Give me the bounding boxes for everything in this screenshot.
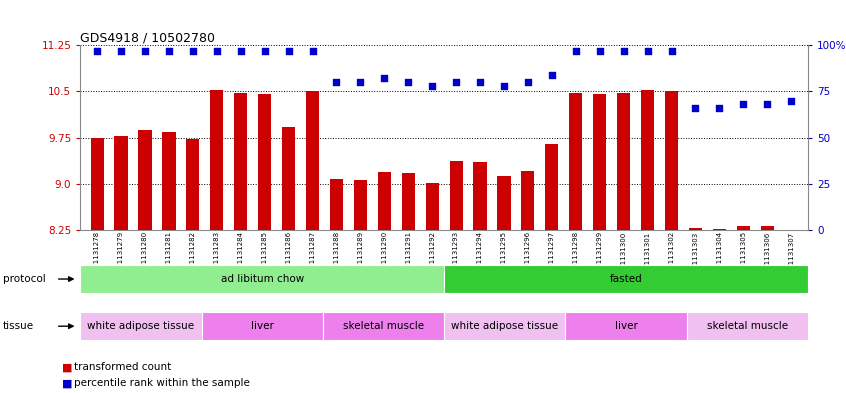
- Bar: [713, 229, 726, 230]
- Point: [377, 75, 391, 82]
- Bar: [593, 94, 607, 230]
- Bar: [201, 312, 323, 340]
- Point: [210, 48, 223, 54]
- Bar: [689, 228, 702, 230]
- Text: percentile rank within the sample: percentile rank within the sample: [74, 378, 250, 388]
- Point: [497, 83, 511, 89]
- Bar: [474, 162, 486, 230]
- Point: [689, 105, 702, 111]
- Bar: [687, 312, 808, 340]
- Bar: [426, 183, 439, 230]
- Point: [305, 48, 319, 54]
- Point: [593, 48, 607, 54]
- Bar: [114, 136, 128, 230]
- Bar: [234, 93, 247, 230]
- Bar: [641, 90, 654, 230]
- Bar: [569, 93, 582, 230]
- Point: [282, 48, 295, 54]
- Bar: [377, 172, 391, 230]
- Point: [162, 48, 176, 54]
- Text: ■: ■: [62, 362, 72, 373]
- Point: [521, 79, 535, 85]
- Point: [91, 48, 104, 54]
- Point: [665, 48, 678, 54]
- Point: [258, 48, 272, 54]
- Bar: [258, 94, 272, 230]
- Bar: [665, 91, 678, 230]
- Point: [761, 101, 774, 107]
- Point: [426, 83, 439, 89]
- Point: [784, 97, 798, 104]
- Point: [569, 48, 583, 54]
- Text: tissue: tissue: [3, 321, 34, 331]
- Bar: [546, 144, 558, 230]
- Bar: [80, 312, 201, 340]
- Point: [449, 79, 463, 85]
- Bar: [354, 180, 367, 230]
- Bar: [617, 93, 630, 230]
- Point: [473, 79, 486, 85]
- Text: liver: liver: [614, 321, 638, 331]
- Bar: [521, 171, 535, 230]
- Bar: [330, 180, 343, 230]
- Text: white adipose tissue: white adipose tissue: [451, 321, 558, 331]
- Point: [114, 48, 128, 54]
- Bar: [210, 90, 223, 230]
- Point: [712, 105, 726, 111]
- Bar: [497, 176, 511, 230]
- Text: transformed count: transformed count: [74, 362, 172, 373]
- Bar: [162, 132, 175, 230]
- Text: ■: ■: [62, 378, 72, 388]
- Bar: [91, 138, 104, 230]
- Text: fasted: fasted: [610, 274, 642, 284]
- Text: liver: liver: [250, 321, 274, 331]
- Bar: [186, 140, 200, 230]
- Point: [234, 48, 248, 54]
- Point: [330, 79, 343, 85]
- Text: skeletal muscle: skeletal muscle: [706, 321, 788, 331]
- Point: [402, 79, 415, 85]
- Bar: [444, 312, 565, 340]
- Point: [737, 101, 750, 107]
- Point: [617, 48, 630, 54]
- Bar: [139, 130, 151, 230]
- Bar: [306, 91, 319, 230]
- Text: skeletal muscle: skeletal muscle: [343, 321, 424, 331]
- Text: ad libitum chow: ad libitum chow: [221, 274, 304, 284]
- Bar: [737, 226, 750, 230]
- Bar: [565, 312, 687, 340]
- Bar: [444, 265, 808, 293]
- Text: white adipose tissue: white adipose tissue: [87, 321, 195, 331]
- Bar: [402, 173, 415, 230]
- Text: protocol: protocol: [3, 274, 46, 284]
- Bar: [449, 161, 463, 230]
- Bar: [80, 265, 444, 293]
- Bar: [282, 127, 295, 230]
- Point: [545, 72, 558, 78]
- Point: [640, 48, 654, 54]
- Bar: [761, 226, 774, 230]
- Point: [354, 79, 367, 85]
- Point: [138, 48, 151, 54]
- Point: [186, 48, 200, 54]
- Text: GDS4918 / 10502780: GDS4918 / 10502780: [80, 31, 216, 44]
- Bar: [323, 312, 444, 340]
